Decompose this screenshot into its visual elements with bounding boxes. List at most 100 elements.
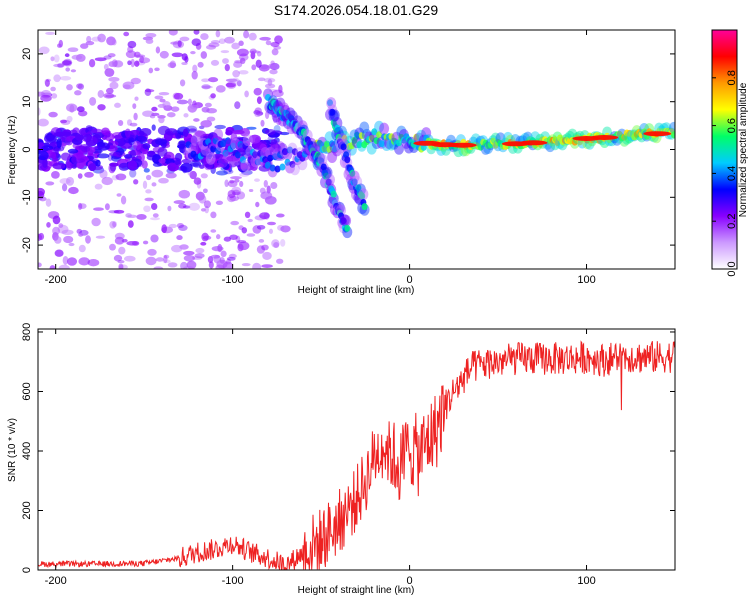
spectrogram-cell	[256, 224, 266, 230]
spectrogram-cell	[142, 240, 149, 245]
spectrogram-cell	[223, 150, 233, 163]
spectrogram-cell	[133, 140, 142, 151]
spectrogram-cell	[67, 47, 79, 53]
spectrogram-cell	[325, 173, 335, 186]
spectrogram-cell	[198, 194, 207, 204]
spectrogram-cell	[244, 211, 251, 219]
colorbar-tick-label: 0.4	[726, 166, 738, 181]
x-tick-label: -200	[45, 274, 67, 286]
spectrogram-cell	[118, 264, 128, 269]
colorbar-label: Normalized spectral amplitude	[738, 82, 749, 217]
spectrogram-cell	[270, 41, 280, 47]
spectrogram-cell	[56, 138, 62, 149]
spectrogram-cell	[108, 76, 120, 82]
spectrogram-cell	[84, 171, 94, 178]
spectrogram-cell	[134, 60, 140, 67]
spectrogram-cell	[66, 115, 73, 123]
spectrogram-cell	[277, 151, 284, 159]
spectrogram-cell	[339, 214, 350, 227]
spectrogram-cell	[147, 150, 156, 155]
spectrogram-cell	[176, 235, 183, 241]
spectrogram-cell	[210, 211, 217, 219]
spectrogram-cell	[344, 156, 351, 164]
spectrogram-cell	[222, 58, 229, 64]
spectrogram-cell	[259, 187, 266, 194]
spectrogram-cell	[68, 186, 79, 195]
spectrogram-cell	[239, 180, 244, 188]
y-tick-label: 600	[21, 382, 33, 400]
spectrogram-cell	[223, 236, 232, 242]
spectrogram-cell	[61, 60, 72, 66]
spectrogram-cell	[66, 84, 73, 91]
spectrogram-cell	[210, 93, 216, 99]
spectrogram-cell	[225, 78, 238, 82]
spectrogram-cell	[139, 55, 144, 64]
spectrogram-cell	[242, 142, 249, 150]
snr-x-label: Height of straight line (km)	[298, 585, 415, 596]
spectrogram-cell	[258, 239, 265, 243]
spectrogram-peak	[448, 142, 477, 148]
spectrogram-cell	[215, 170, 228, 176]
spectrogram-cell	[176, 99, 189, 105]
spectrogram-cell	[234, 178, 240, 183]
spectrogram-cell	[61, 229, 74, 236]
colorbar-gradient	[711, 29, 738, 270]
spectrogram-cell	[109, 221, 117, 229]
spectrogram-cell	[359, 192, 366, 200]
spectrogram-cell	[97, 104, 106, 111]
spectrogram-cell	[280, 225, 291, 233]
spectrogram-cell	[127, 40, 137, 49]
spectrogram-cell	[237, 243, 244, 252]
spectrogram-cell	[381, 139, 392, 151]
spectrogram-cell	[163, 254, 170, 259]
spectrogram-cell	[215, 30, 221, 38]
spectrogram-cell	[129, 168, 137, 178]
spectrogram-cell	[197, 61, 204, 68]
spectrogram-cell	[192, 64, 198, 73]
spectrogram-cell	[379, 122, 390, 135]
colorbar-tick-label: 0.0	[726, 261, 738, 276]
spectrogram-cell	[265, 40, 272, 46]
spectrogram-cell	[272, 153, 279, 161]
spectrogram-cell	[266, 221, 277, 226]
spectrogram-cell	[38, 233, 43, 241]
spectrogram-cell	[158, 158, 166, 164]
spectrogram-cell	[145, 189, 152, 194]
spectrogram-cell	[225, 137, 231, 145]
x-tick-label: -100	[222, 575, 244, 587]
spectrogram-cell	[260, 64, 269, 70]
spectrogram-cell	[225, 82, 236, 88]
spectrogram-cell	[62, 255, 69, 265]
spectrogram-cell	[324, 140, 331, 148]
spectrogram-cell	[122, 81, 135, 90]
spectrogram-cell	[210, 59, 220, 66]
spectrogram-cell	[224, 179, 229, 188]
spectrogram-cell	[158, 177, 169, 184]
spectrogram-cell	[118, 263, 124, 269]
colorbar: 0.0 0.2 0.4 0.6 0.8 Normalized spectral ampl…	[711, 29, 749, 277]
spectrogram-cell	[148, 67, 154, 74]
spectrogram-cell	[150, 217, 160, 221]
spectrogram-cell	[138, 57, 151, 64]
spectrogram-cell	[109, 243, 116, 251]
spectrogram-cell	[318, 157, 325, 165]
spectrogram-cell	[246, 233, 256, 237]
x-tick-label: 100	[577, 575, 595, 587]
spectrogram-cell	[99, 169, 108, 179]
spectrogram-cell	[164, 128, 178, 136]
spectrogram-cell	[173, 200, 186, 205]
spectrogram-y-axis: -20 -10 0 10 20	[21, 48, 675, 253]
spectrogram-cell	[248, 32, 257, 41]
spectrogram-cell	[69, 104, 75, 113]
spectrogram-cell	[495, 132, 506, 145]
spectrogram-cell	[348, 142, 355, 150]
spectrogram-cell	[239, 57, 246, 65]
x-tick-label: 0	[407, 575, 413, 587]
spectrogram-cell	[268, 228, 274, 234]
spectrogram-cell	[52, 215, 61, 225]
y-tick-label: 400	[21, 442, 33, 460]
spectrogram-cell	[284, 158, 291, 166]
spectrogram-cell	[215, 85, 226, 93]
spectrogram-cell	[366, 142, 377, 155]
spectrogram-cell	[257, 149, 264, 157]
